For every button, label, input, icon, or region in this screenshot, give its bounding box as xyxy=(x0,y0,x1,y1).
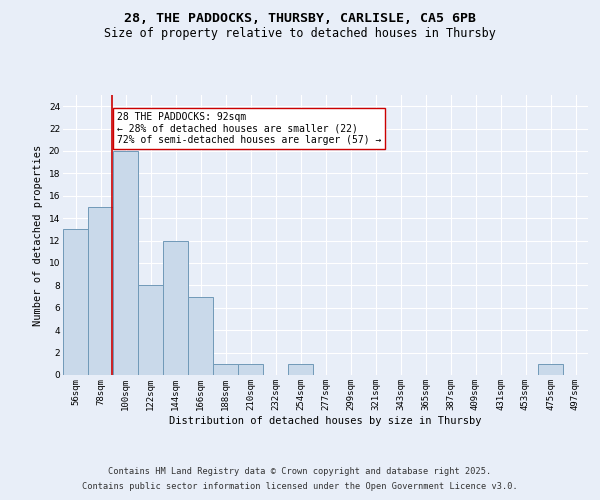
Bar xyxy=(238,364,263,375)
Bar xyxy=(63,230,88,375)
Bar xyxy=(138,286,163,375)
Text: Size of property relative to detached houses in Thursby: Size of property relative to detached ho… xyxy=(104,28,496,40)
Bar xyxy=(288,364,313,375)
Text: 28, THE PADDOCKS, THURSBY, CARLISLE, CA5 6PB: 28, THE PADDOCKS, THURSBY, CARLISLE, CA5… xyxy=(124,12,476,26)
X-axis label: Distribution of detached houses by size in Thursby: Distribution of detached houses by size … xyxy=(169,416,482,426)
Bar xyxy=(188,296,213,375)
Text: 28 THE PADDOCKS: 92sqm
← 28% of detached houses are smaller (22)
72% of semi-det: 28 THE PADDOCKS: 92sqm ← 28% of detached… xyxy=(117,112,381,145)
Bar xyxy=(213,364,238,375)
Bar xyxy=(538,364,563,375)
Bar xyxy=(113,151,138,375)
Bar xyxy=(163,240,188,375)
Bar xyxy=(88,207,113,375)
Y-axis label: Number of detached properties: Number of detached properties xyxy=(33,144,43,326)
Text: Contains HM Land Registry data © Crown copyright and database right 2025.: Contains HM Land Registry data © Crown c… xyxy=(109,467,491,476)
Text: Contains public sector information licensed under the Open Government Licence v3: Contains public sector information licen… xyxy=(82,482,518,491)
